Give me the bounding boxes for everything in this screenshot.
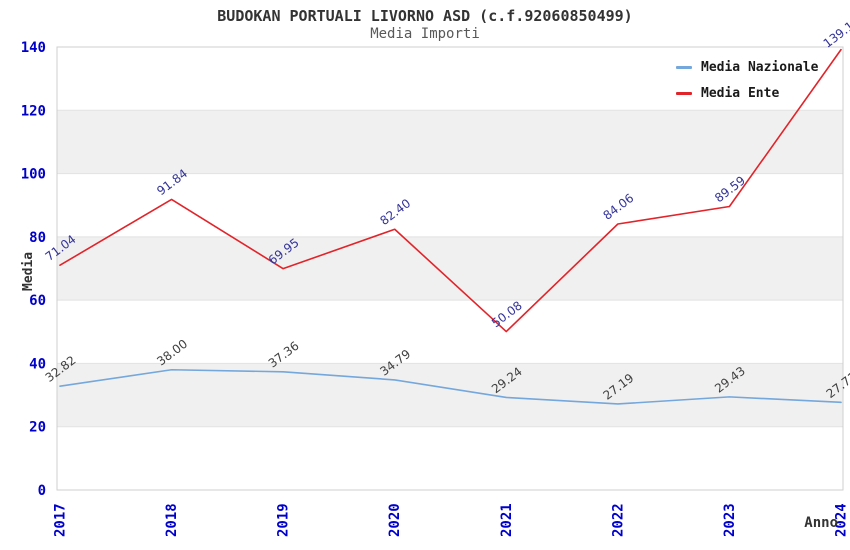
x-axis-title: Anno bbox=[804, 515, 838, 531]
y-tick-label: 40 bbox=[29, 356, 46, 372]
x-tick-label: 2023 bbox=[722, 503, 738, 537]
y-tick-label: 120 bbox=[21, 103, 46, 119]
plot-band bbox=[57, 110, 843, 174]
y-tick-label: 60 bbox=[29, 293, 46, 309]
chart-title: BUDOKAN PORTUALI LIVORNO ASD (c.f.920608… bbox=[217, 7, 633, 25]
x-tick-label: 2019 bbox=[276, 503, 292, 537]
chart-subtitle: Media Importi bbox=[370, 26, 480, 42]
y-tick-label: 80 bbox=[29, 230, 46, 246]
x-tick-label: 2018 bbox=[164, 503, 180, 537]
y-tick-label: 140 bbox=[21, 40, 46, 56]
y-tick-label: 20 bbox=[29, 420, 46, 436]
x-tick-label: 2021 bbox=[499, 503, 515, 537]
plot-border bbox=[56, 46, 844, 491]
media-nazionale-line bbox=[59, 368, 842, 405]
media-ente-swatch-icon bbox=[676, 92, 692, 95]
plot-band bbox=[57, 363, 843, 427]
data-label: 84.06 bbox=[601, 191, 637, 223]
x-tick-label: 2024 bbox=[834, 503, 850, 537]
y-axis-title: Media bbox=[21, 252, 36, 291]
y-tick-label: 100 bbox=[21, 167, 46, 183]
x-tick-label: 2020 bbox=[387, 503, 403, 537]
x-tick-label: 2017 bbox=[53, 503, 69, 537]
data-label: 50.08 bbox=[489, 298, 525, 330]
legend-item-media-nazionale: Media Nazionale bbox=[676, 60, 818, 75]
data-label: 139.17 bbox=[821, 14, 850, 50]
media-nazionale-swatch-icon bbox=[676, 66, 692, 69]
plot-band bbox=[57, 236, 843, 301]
y-tick-label: 0 bbox=[38, 483, 46, 499]
chart-legend: Media Nazionale Media Ente bbox=[676, 60, 818, 101]
x-tick-label: 2022 bbox=[610, 503, 626, 537]
media-ente-line bbox=[59, 48, 842, 333]
legend-item-media-ente: Media Ente bbox=[676, 86, 818, 101]
legend-label-media-nazionale: Media Nazionale bbox=[701, 60, 819, 75]
data-label: 82.40 bbox=[377, 196, 413, 228]
legend-label-media-ente: Media Ente bbox=[701, 86, 780, 101]
